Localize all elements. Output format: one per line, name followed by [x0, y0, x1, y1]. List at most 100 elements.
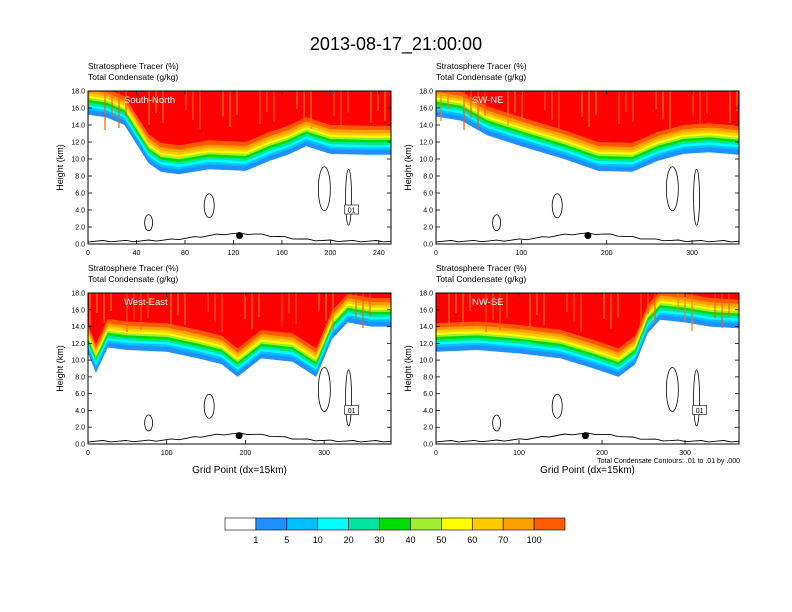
x-tick-label: 0 — [86, 250, 90, 257]
plot-frame — [87, 292, 392, 445]
tracer-streak — [573, 293, 575, 322]
colorbar-box — [348, 517, 380, 531]
tracer-streak — [177, 293, 179, 315]
tracer-streak — [677, 293, 679, 311]
contour-label-box — [692, 405, 707, 415]
y-tick-label: 12.0 — [419, 140, 433, 147]
variable-label-tracer: Stratosphere Tracer (%) — [88, 61, 179, 71]
x-tick-label: 0 — [434, 450, 438, 457]
tracer-streak — [558, 91, 560, 130]
tracer-streak — [447, 91, 449, 109]
plot-frame — [435, 90, 740, 245]
variable-label-condensate: Total Condensate (g/kg) — [88, 72, 178, 82]
y-axis-label: Height (km) — [403, 144, 413, 191]
x-tick-label: 300 — [318, 450, 330, 457]
x-tick-label: 0 — [86, 450, 90, 457]
tracer-streak — [669, 91, 671, 129]
tracer-streak — [455, 293, 457, 313]
tracer-streak — [492, 293, 494, 320]
y-tick-label: 6.0 — [423, 191, 433, 198]
y-tick-label: 12.0 — [71, 140, 85, 147]
colorbar-box — [317, 517, 349, 531]
y-tick-label: 12.0 — [419, 341, 433, 348]
panel-sw-ne: 0.0 2.0 4.0 6.0 8.0 10.0 12.0 14.0 16.0 18.0 0 100 2… — [403, 61, 740, 257]
tracer-streak — [529, 293, 531, 327]
tracer-streak — [543, 293, 545, 325]
x-tick-label: 120 — [228, 250, 240, 257]
condensate-contour — [693, 168, 700, 226]
tracer-streak — [111, 91, 113, 118]
tracer-streak — [699, 91, 701, 126]
tracer-band-10 — [88, 293, 391, 349]
tracer-streak — [728, 293, 730, 316]
condensate-contour — [551, 193, 563, 219]
y-tick-label: 0.0 — [423, 242, 433, 249]
tracer-streak — [221, 293, 223, 332]
tracer-streak — [332, 293, 334, 331]
y-tick-label: 14.0 — [71, 123, 85, 130]
panel-name: NW-SE — [472, 297, 504, 308]
colorbar-box — [471, 517, 504, 531]
y-axis-label: Height (km) — [403, 345, 413, 392]
colorbar-label: 100 — [527, 535, 542, 545]
tracer-streak — [140, 293, 142, 330]
colorbar: 1 5 10 20 30 40 50 60 70 100 — [224, 517, 566, 545]
y-tick-label: 6.0 — [75, 191, 85, 198]
tracer-streak — [266, 91, 268, 112]
tracer-streak — [170, 293, 172, 327]
tracer-streak — [684, 293, 686, 321]
y-tick-label: 10.0 — [419, 358, 433, 365]
tracer-streak — [617, 293, 619, 317]
tracer-streak — [258, 293, 260, 317]
tracer-streak — [662, 91, 664, 119]
y-tick-label: 4.0 — [75, 208, 85, 215]
variable-label-condensate: Total Condensate (g/kg) — [436, 274, 526, 284]
contour-label: 01 — [696, 408, 704, 415]
x-tick-label: 0 — [434, 250, 438, 257]
tracer-streak — [477, 91, 479, 128]
plot-frame — [87, 90, 392, 245]
panel-nw-se: 01 0.0 2.0 4.0 6.0 8.0 10.0 12.0 14.0 16.0 18.0 0 10… — [403, 263, 740, 476]
tracer-streak — [506, 293, 508, 318]
tracer-streak — [340, 91, 342, 126]
x-tick-label: 200 — [601, 250, 613, 257]
y-tick-label: 10.0 — [419, 157, 433, 164]
tracer-band-10 — [436, 293, 739, 349]
x-tick-label: 80 — [181, 250, 189, 257]
tracer-streak — [369, 293, 371, 316]
y-axis-label: Height (km) — [55, 345, 65, 392]
tracer-streak — [89, 293, 91, 325]
colorbar-box — [286, 517, 319, 531]
tracer-streak — [463, 91, 465, 130]
x-axis-label: Grid Point (dx=15km) — [540, 465, 635, 476]
tracer-streak — [288, 293, 290, 314]
y-tick-label: 0.0 — [75, 442, 85, 449]
tracer-streak — [296, 91, 298, 109]
contour-note: Total Condensate Contours: .01 to .01 by… — [597, 458, 740, 465]
tracer-streak — [162, 91, 164, 123]
colorbar-box — [379, 517, 411, 531]
y-tick-label: 4.0 — [75, 408, 85, 415]
panel-name: West-East — [124, 297, 168, 308]
colorbar-box — [255, 517, 288, 531]
panel-name: SW-NE — [472, 95, 504, 106]
y-tick-label: 8.0 — [75, 174, 85, 181]
y-axis-label: Height (km) — [55, 144, 65, 191]
x-tick-label: 200 — [596, 450, 608, 457]
x-tick-label: 200 — [325, 250, 337, 257]
colorbar-box — [410, 517, 442, 531]
y-tick-label: 18.0 — [419, 291, 433, 298]
contour-label-box — [344, 405, 359, 415]
tracer-streak — [148, 91, 150, 125]
condensate-contour — [345, 168, 352, 226]
colorbar-label: 5 — [284, 535, 289, 545]
y-tick-label: 0.0 — [75, 242, 85, 249]
condensate-contour — [693, 369, 700, 427]
condensate-contour — [345, 369, 352, 427]
tracer-streak — [133, 293, 135, 320]
tracer-streak — [88, 91, 90, 109]
y-tick-label: 10.0 — [71, 157, 85, 164]
y-tick-label: 18.0 — [71, 291, 85, 298]
y-tick-label: 14.0 — [419, 123, 433, 130]
